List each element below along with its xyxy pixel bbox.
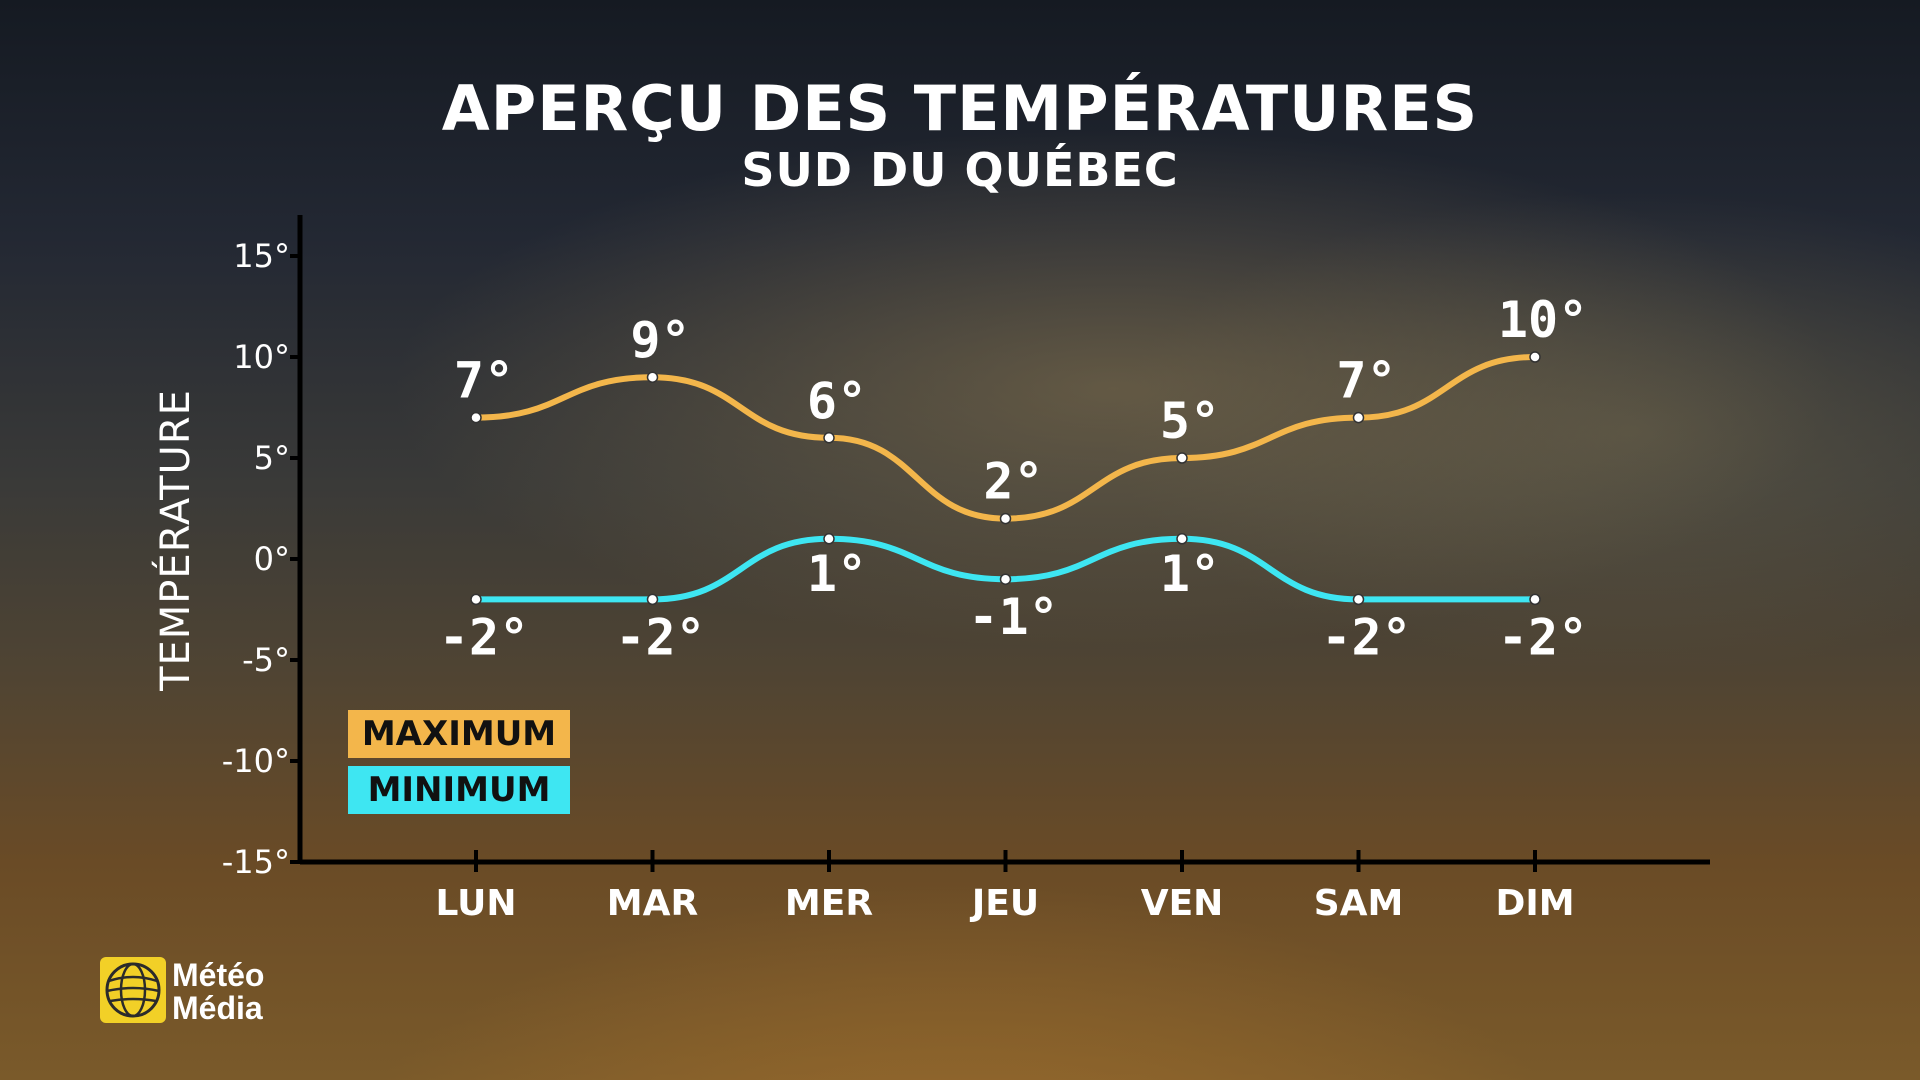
x-tick-label-sam: SAM: [1314, 883, 1404, 924]
data-label: -2°: [1321, 608, 1411, 666]
data-point: [823, 432, 835, 444]
y-tick-label: -10°: [222, 742, 290, 780]
y-tick-label: -15°: [222, 843, 290, 881]
data-point: [1529, 351, 1541, 363]
x-tick-label-mer: MER: [785, 883, 873, 924]
data-label: 5°: [1160, 392, 1220, 450]
data-point: [1352, 593, 1365, 606]
chart-title: APERÇU DES TEMPÉRATURES: [441, 72, 1479, 145]
data-point: [646, 593, 659, 606]
data-label: -1°: [968, 588, 1058, 646]
x-tick-label-dim: DIM: [1495, 883, 1574, 924]
data-point: [999, 512, 1012, 525]
legend-maximum: MAXIMUM: [348, 710, 570, 758]
x-tick-label-lun: LUN: [435, 883, 516, 924]
data-label: 10°: [1498, 291, 1588, 349]
x-tick-label-mar: MAR: [607, 883, 698, 924]
data-label: -2°: [615, 608, 705, 666]
data-point: [999, 573, 1012, 585]
logo-line-2: Média: [172, 990, 263, 1026]
data-label: 1°: [807, 545, 867, 603]
data-point: [470, 593, 482, 606]
data-point: [1529, 593, 1541, 606]
data-label: 7°: [454, 352, 514, 410]
y-tick-label: 0°: [254, 540, 290, 578]
data-label: -2°: [1498, 608, 1588, 666]
data-point: [1176, 533, 1188, 545]
meteomedia-logo: Météo Média: [100, 957, 310, 1027]
logo-line-1: Météo: [172, 957, 265, 993]
data-label: 1°: [1160, 545, 1220, 603]
data-label: 9°: [630, 311, 690, 369]
data-point: [1176, 452, 1188, 464]
data-point: [1352, 411, 1365, 424]
y-tick-label: 10°: [233, 338, 290, 376]
x-tick-label-jeu: JEU: [969, 883, 1039, 924]
data-point: [823, 533, 835, 545]
data-label: 7°: [1336, 352, 1396, 410]
legend-minimum: MINIMUM: [348, 766, 570, 814]
data-label: 2°: [983, 453, 1043, 511]
data-point: [646, 371, 659, 383]
data-point: [470, 411, 482, 424]
chart-subtitle: SUD DU QUÉBEC: [741, 143, 1179, 197]
y-tick-label: -5°: [242, 641, 290, 679]
y-tick-label: 15°: [233, 237, 290, 275]
y-tick-label: 5°: [254, 439, 290, 477]
globe-icon: [100, 957, 166, 1023]
data-label: 6°: [807, 372, 867, 430]
x-tick-label-ven: VEN: [1141, 883, 1224, 924]
data-label: -2°: [439, 608, 529, 666]
